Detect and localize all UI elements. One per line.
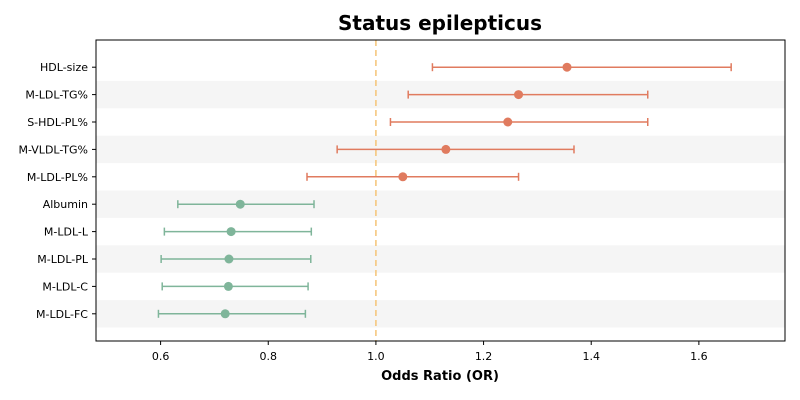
x-tick-label: 1.0 <box>367 350 385 363</box>
y-tick-label: M-LDL-FC <box>36 308 88 321</box>
or-point <box>223 281 233 291</box>
y-tick-label: S-HDL-PL% <box>27 116 88 129</box>
or-point <box>503 117 513 127</box>
y-tick-label: M-LDL-C <box>42 280 88 293</box>
y-tick-label: M-LDL-TG% <box>25 89 88 102</box>
x-tick-label: 1.6 <box>690 350 708 363</box>
x-tick-label: 1.4 <box>582 350 600 363</box>
y-tick-label: M-VLDL-TG% <box>18 143 88 156</box>
y-axis: HDL-size M-LDL-TG% S-HDL-PL% M-VLDL-TG% M-LD… <box>18 61 96 321</box>
x-axis: 0.6 0.8 1.0 1.2 1.4 1.6 <box>152 341 708 363</box>
or-point <box>514 90 524 100</box>
x-tick-label: 0.6 <box>152 350 170 363</box>
x-axis-label: Odds Ratio (OR) <box>381 369 499 384</box>
y-tick-label: HDL-size <box>40 61 88 74</box>
or-point <box>441 144 451 154</box>
plot-frame <box>95 39 786 342</box>
y-tick-label: Albumin <box>43 198 88 211</box>
chart-title: Status epilepticus <box>338 11 542 35</box>
or-point <box>226 227 236 237</box>
x-tick-label: 1.2 <box>475 350 493 363</box>
or-point <box>562 62 572 72</box>
y-tick-label: M-LDL-L <box>44 226 89 239</box>
or-point <box>220 309 230 319</box>
or-point <box>224 254 234 264</box>
x-tick-label: 0.8 <box>260 350 278 363</box>
or-point <box>235 199 245 209</box>
error-bars <box>157 63 732 318</box>
or-point <box>398 172 408 182</box>
y-tick-label: M-LDL-PL% <box>27 171 88 184</box>
data-points <box>220 62 572 319</box>
y-tick-label: M-LDL-PL <box>37 253 89 266</box>
